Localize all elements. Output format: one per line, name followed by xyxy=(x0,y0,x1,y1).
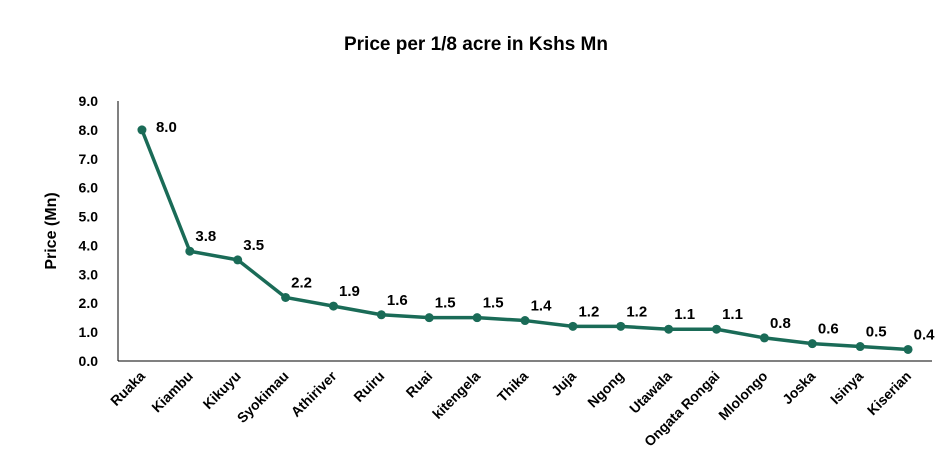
x-tick-label: Syokimau xyxy=(234,368,292,426)
x-tick-label: Ruaka xyxy=(107,368,148,409)
data-label: 1.5 xyxy=(483,295,504,312)
y-tick-label: 2.0 xyxy=(79,295,99,311)
x-tick-label: Mlolongo xyxy=(715,368,770,423)
data-point xyxy=(616,321,626,331)
data-point xyxy=(328,301,338,311)
x-tick-label: Kikuyu xyxy=(200,368,244,412)
data-point xyxy=(137,125,147,135)
data-label: 1.9 xyxy=(339,283,360,300)
data-point xyxy=(712,324,722,334)
data-label: 3.5 xyxy=(243,237,264,254)
data-point xyxy=(424,313,434,323)
y-tick-label: 6.0 xyxy=(79,180,99,196)
data-point xyxy=(664,324,674,334)
data-label: 8.0 xyxy=(156,119,177,136)
data-label: 1.4 xyxy=(531,298,553,315)
data-point xyxy=(520,316,530,326)
x-tick-label: kitengela xyxy=(429,368,483,422)
x-tick-label: Utawala xyxy=(626,368,675,417)
data-point xyxy=(185,246,195,256)
data-point xyxy=(855,342,865,352)
x-tick-label: Joska xyxy=(779,368,819,408)
data-point xyxy=(568,321,578,331)
x-tick-label: Juja xyxy=(548,368,579,399)
y-tick-label: 1.0 xyxy=(79,324,99,340)
y-tick-label: 4.0 xyxy=(79,237,99,253)
data-point xyxy=(472,313,482,323)
x-tick-label: Ruai xyxy=(403,368,436,401)
data-point xyxy=(233,255,243,265)
y-tick-label: 8.0 xyxy=(79,122,99,138)
data-label: 0.4 xyxy=(914,326,936,343)
y-tick-label: 3.0 xyxy=(79,266,99,282)
data-point xyxy=(281,292,291,302)
y-axis-title: Price (Mn) xyxy=(43,192,60,269)
data-point xyxy=(807,339,817,349)
data-point xyxy=(903,344,913,354)
data-point xyxy=(376,310,386,320)
x-tick-label: Ngong xyxy=(584,368,627,411)
x-tick-label: Kiserian xyxy=(864,368,914,418)
x-tick-label: Ruiru xyxy=(350,368,387,405)
data-label: 1.1 xyxy=(722,306,743,323)
x-tick-label: Kiambu xyxy=(148,368,196,416)
y-tick-label: 9.0 xyxy=(79,93,99,109)
data-label: 3.8 xyxy=(195,228,216,245)
data-label: 1.2 xyxy=(578,303,599,320)
data-label: 1.1 xyxy=(674,306,695,323)
x-tick-label: Thika xyxy=(494,368,531,405)
y-tick-label: 0.0 xyxy=(79,353,99,369)
data-label: 0.8 xyxy=(770,315,791,332)
data-point xyxy=(759,333,769,343)
data-label: 0.6 xyxy=(818,321,839,338)
y-tick-label: 7.0 xyxy=(79,151,99,167)
data-label: 2.2 xyxy=(291,274,312,291)
data-label: 1.5 xyxy=(435,295,456,312)
y-tick-label: 5.0 xyxy=(79,209,99,225)
x-tick-label: Athiriver xyxy=(288,367,340,419)
data-label: 1.2 xyxy=(626,303,647,320)
chart-title: Price per 1/8 acre in Kshs Mn xyxy=(343,34,608,55)
data-label: 0.5 xyxy=(866,324,887,341)
data-label: 1.6 xyxy=(387,292,408,309)
x-tick-label: Isinya xyxy=(827,368,867,408)
